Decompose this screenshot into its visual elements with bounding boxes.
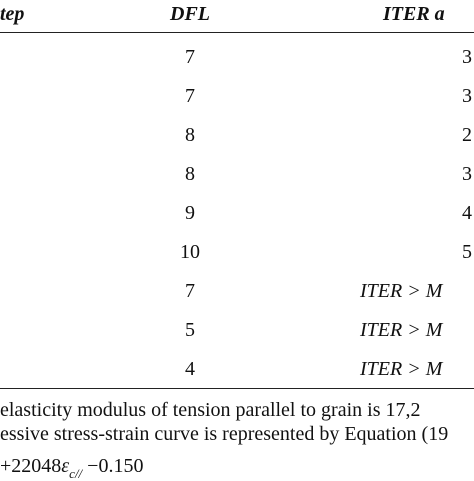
table-cell: 3 bbox=[462, 85, 472, 107]
table-cell: 8 bbox=[185, 163, 195, 185]
text-line: essive stress-strain curve is represente… bbox=[0, 423, 449, 445]
text-line: elasticity modulus of tension parallel t… bbox=[0, 399, 421, 421]
table-cell: 2 bbox=[462, 124, 472, 146]
table-cell: 5 bbox=[462, 241, 472, 263]
table-cell: 9 bbox=[185, 202, 195, 224]
equation-part: −0.150 bbox=[82, 455, 144, 477]
table-cell: ITER > M bbox=[360, 358, 443, 380]
equation-part: +22048 bbox=[0, 455, 62, 477]
table-cell: 4 bbox=[462, 202, 472, 224]
header-cell: ITER a bbox=[383, 3, 445, 25]
header-cell: DFL bbox=[170, 3, 210, 25]
table-cell: ITER > M bbox=[360, 319, 443, 341]
equation-symbol: ε bbox=[61, 455, 70, 477]
table-cell: 7 bbox=[185, 280, 195, 302]
table-cell: 3 bbox=[462, 46, 472, 68]
table-cell: 7 bbox=[185, 85, 195, 107]
table-cell: ITER > M bbox=[360, 280, 443, 302]
table-rule bbox=[0, 388, 474, 389]
equation: +22048εc// −0.150 bbox=[0, 454, 144, 481]
table-cell: 4 bbox=[185, 358, 195, 380]
table-cell: 10 bbox=[180, 241, 200, 263]
table-cell: 5 bbox=[185, 319, 195, 341]
table-cell: 8 bbox=[185, 124, 195, 146]
table-rule bbox=[0, 32, 474, 33]
header-cell: tep bbox=[0, 3, 25, 25]
table-cell: 3 bbox=[462, 163, 472, 185]
table-cell: 7 bbox=[185, 46, 195, 68]
